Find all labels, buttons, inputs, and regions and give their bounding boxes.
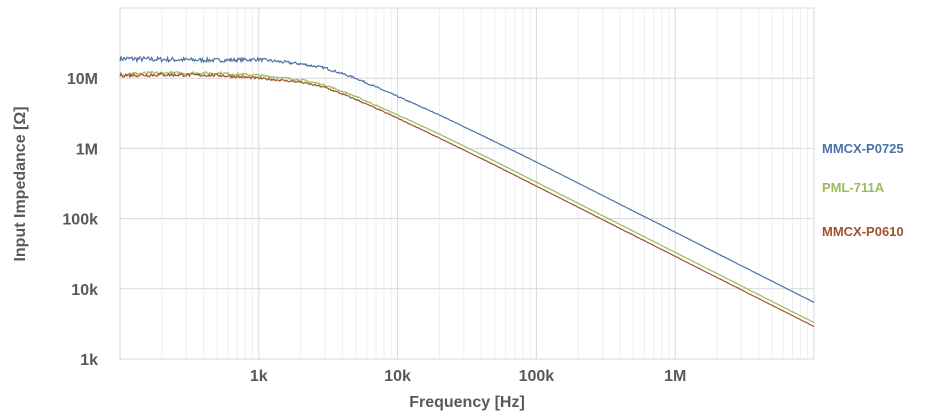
x-tick-label: 100k xyxy=(519,368,555,385)
y-axis-title: Input Impedance [Ω] xyxy=(12,106,29,261)
series-layer xyxy=(119,55,815,328)
legend-label-mmcx-p0725: MMCX-P0725 xyxy=(822,141,904,156)
legend-label-mmcx-p0610: MMCX-P0610 xyxy=(822,224,904,239)
plot-area xyxy=(119,7,815,360)
minor-gridlines xyxy=(161,8,809,359)
y-tick-label: 10k xyxy=(71,282,98,299)
x-tick-label: 1M xyxy=(664,368,686,385)
y-tick-label: 1M xyxy=(76,141,98,158)
y-tick-label: 10M xyxy=(67,71,98,88)
y-tick-label: 100k xyxy=(62,212,98,229)
x-tick-label: 10k xyxy=(384,368,411,385)
y-tick-labels: 1k 10k 100k 1M 10M xyxy=(62,71,98,369)
x-tick-label: 1k xyxy=(250,368,268,385)
y-tick-label: 1k xyxy=(80,352,98,369)
x-tick-labels: 1k 10k 100k 1M xyxy=(250,368,686,385)
x-axis-title: Frequency [Hz] xyxy=(409,394,525,411)
legend: MMCX-P0725 PML-711A MMCX-P0610 xyxy=(822,141,904,239)
series-line-mmcx-p0725 xyxy=(119,55,815,303)
major-gridlines xyxy=(120,8,814,359)
series-line-mmcx-p0610 xyxy=(119,71,815,328)
legend-label-pml-711a: PML-711A xyxy=(822,180,885,195)
series-line-pml-711a xyxy=(119,70,815,324)
